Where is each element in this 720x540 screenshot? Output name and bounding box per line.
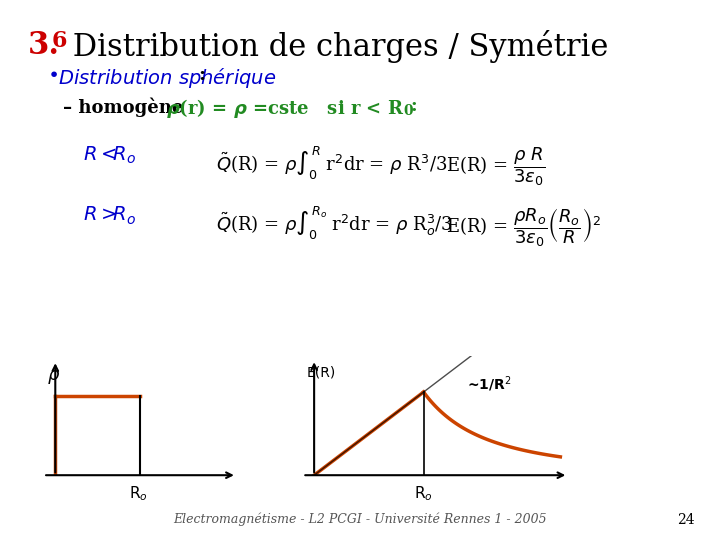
- Text: $\it{R}$: $\it{R}$: [83, 206, 96, 224]
- Text: $\it{>}$: $\it{>}$: [97, 206, 117, 224]
- Text: R$_o$: R$_o$: [414, 484, 433, 503]
- Text: ~1/R$^2$: ~1/R$^2$: [467, 374, 511, 394]
- Text: E(R) = $\dfrac{\rho\ R}{3\varepsilon_0}$: E(R) = $\dfrac{\rho\ R}{3\varepsilon_0}$: [446, 146, 546, 188]
- Text: R$_o$: R$_o$: [129, 485, 148, 503]
- Text: $\tilde{Q}$(R) = $\rho\int_0^R$ r$^2$dr = $\rho$ R$^3$/3: $\tilde{Q}$(R) = $\rho\int_0^R$ r$^2$dr …: [216, 145, 447, 182]
- Text: $\boldsymbol{\rho}$(r) = $\boldsymbol{\rho}$ =cste   si r < R: $\boldsymbol{\rho}$(r) = $\boldsymbol{\r…: [166, 97, 404, 120]
- Text: $\it{o}$: $\it{o}$: [126, 152, 136, 166]
- Text: E(R): E(R): [306, 365, 336, 379]
- Text: :: :: [410, 97, 417, 115]
- Text: $\rho$: $\rho$: [48, 368, 60, 386]
- Text: – homogène: – homogène: [63, 97, 184, 117]
- Text: 3.: 3.: [27, 30, 59, 60]
- Text: $\bullet$: $\bullet$: [47, 66, 61, 84]
- Text: $\tilde{Q}$(R) = $\rho\int_0^{R_o}$ r$^2$dr = $\rho$ R$_o^3$/3: $\tilde{Q}$(R) = $\rho\int_0^{R_o}$ r$^2…: [216, 205, 453, 242]
- Text: :: :: [198, 66, 205, 84]
- Text: 24: 24: [678, 512, 695, 526]
- Text: $\it{Distribution\ sphérique}$: $\it{Distribution\ sphérique}$: [58, 66, 276, 90]
- Text: Distribution de charges / Symétrie: Distribution de charges / Symétrie: [63, 30, 608, 63]
- Text: $\it{o}$: $\it{o}$: [126, 213, 136, 227]
- Text: $\it{<}$: $\it{<}$: [97, 146, 117, 164]
- Text: Electromagnétisme - L2 PCGI - Université Rennes 1 - 2005: Electromagnétisme - L2 PCGI - Université…: [174, 513, 546, 526]
- Text: $\it{R}$: $\it{R}$: [112, 146, 125, 164]
- Text: 6: 6: [52, 30, 68, 52]
- Text: 0: 0: [403, 104, 413, 118]
- Text: E(R) = $\dfrac{\rho R_o}{3\varepsilon_0}$$\left(\dfrac{R_o}{R}\right)^2$: E(R) = $\dfrac{\rho R_o}{3\varepsilon_0}…: [446, 206, 601, 249]
- Text: $\it{R}$: $\it{R}$: [112, 206, 125, 224]
- Text: $\it{R}$: $\it{R}$: [83, 146, 96, 164]
